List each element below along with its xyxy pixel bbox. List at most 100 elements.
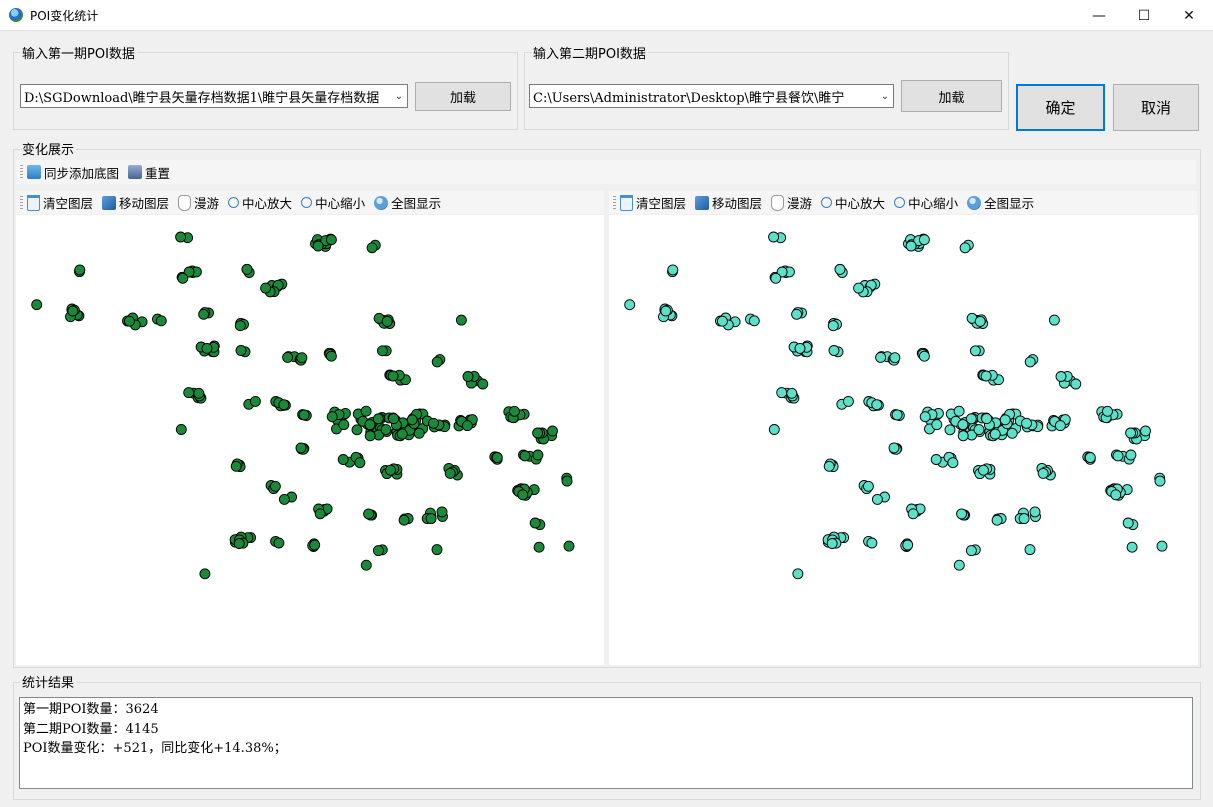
- poi-point: [891, 409, 903, 421]
- poi-point: [957, 430, 969, 442]
- poi-point: [999, 414, 1011, 426]
- poi-point: [907, 508, 919, 520]
- window-title: POI变化统计: [30, 9, 99, 23]
- poi-point: [249, 395, 261, 407]
- poi-point: [198, 308, 210, 320]
- right-zoom-out-button[interactable]: 中心缩小: [894, 193, 958, 212]
- poi-point: [768, 231, 780, 243]
- ok-button[interactable]: 确定: [1016, 84, 1105, 131]
- poi-point: [309, 539, 321, 551]
- add-basemap-button[interactable]: 同步添加底图: [27, 163, 119, 182]
- poi-point: [123, 315, 135, 327]
- zoom-in-label: 中心放大: [242, 196, 293, 211]
- poi-point: [269, 480, 281, 492]
- period2-path-select[interactable]: C:\Users\Administrator\Desktop\睢宁县餐饮\睢宁 …: [529, 84, 894, 108]
- zoom-out-label: 中心缩小: [908, 196, 959, 211]
- poi-point: [199, 568, 211, 580]
- pan-label: 漫游: [787, 196, 813, 211]
- period2-path-value: C:\Users\Administrator\Desktop\睢宁县餐饮\睢宁: [533, 90, 845, 106]
- globe-icon: [967, 195, 982, 210]
- poi-point: [919, 411, 931, 423]
- period2-load-button[interactable]: 加载: [901, 80, 1002, 112]
- poi-point: [234, 320, 246, 332]
- poi-point: [201, 342, 213, 354]
- poi-point: [532, 449, 544, 461]
- poi-point: [477, 378, 489, 390]
- poi-point: [67, 305, 79, 317]
- right-move-layer-button[interactable]: 移动图层: [695, 193, 762, 212]
- poi-point: [953, 405, 965, 417]
- left-zoom-out-button[interactable]: 中心缩小: [301, 193, 365, 212]
- poi-point: [325, 234, 337, 246]
- poi-point: [1112, 450, 1124, 462]
- full-extent-label: 全图显示: [984, 196, 1035, 211]
- poi-point: [547, 425, 558, 437]
- poi-point: [902, 539, 914, 551]
- poi-point: [278, 493, 290, 505]
- poi-point: [866, 537, 878, 549]
- poi-point: [235, 345, 247, 356]
- poi-point: [364, 430, 376, 442]
- zoom-in-icon: [821, 197, 833, 208]
- period1-path-select[interactable]: D:\SGDownload\睢宁县矢量存档数据1\睢宁县矢量存档数据 ⌄: [20, 84, 408, 108]
- poi-point: [431, 544, 443, 556]
- image-icon: [102, 195, 117, 210]
- left-clear-layers-button[interactable]: 清空图层: [27, 193, 93, 212]
- zoom-out-label: 中心缩小: [315, 196, 366, 211]
- poi-point: [388, 413, 400, 425]
- period1-path-value: D:\SGDownload\睢宁县矢量存档数据1\睢宁县矢量存档数据: [24, 90, 380, 106]
- left-pan-button[interactable]: 漫游: [178, 193, 219, 212]
- results-textbox[interactable]: 第一期POI数量：3624 第二期POI数量：4145 POI数量变化：+521…: [19, 697, 1193, 789]
- poi-point: [462, 371, 474, 382]
- poi-point: [563, 540, 575, 552]
- period1-load-button[interactable]: 加载: [415, 82, 511, 111]
- poi-point: [396, 428, 408, 440]
- poi-point: [387, 370, 399, 382]
- poi-point: [561, 475, 573, 487]
- left-zoom-in-button[interactable]: 中心放大: [228, 193, 292, 212]
- poi-point: [354, 457, 366, 469]
- poi-point: [533, 541, 545, 553]
- left-map-view[interactable]: [16, 215, 604, 665]
- hand-icon: [771, 194, 785, 211]
- poi-point: [1070, 378, 1082, 390]
- poi-point: [326, 411, 338, 423]
- poi-point: [1140, 425, 1151, 437]
- right-zoom-in-button[interactable]: 中心放大: [821, 193, 885, 212]
- cancel-button[interactable]: 取消: [1113, 84, 1199, 131]
- poi-point: [337, 454, 349, 465]
- zoom-out-icon: [894, 197, 906, 208]
- globe-icon: [374, 195, 389, 210]
- poi-point: [918, 350, 930, 362]
- poi-point: [282, 351, 294, 363]
- poi-point: [1018, 513, 1030, 525]
- right-clear-layers-button[interactable]: 清空图层: [620, 193, 686, 212]
- poi-point: [278, 399, 290, 411]
- poi-point: [786, 387, 798, 399]
- poi-point: [425, 513, 437, 525]
- move-layer-label: 移动图层: [119, 196, 170, 211]
- poi-point: [794, 342, 806, 354]
- move-layer-label: 移动图层: [712, 196, 763, 211]
- poi-point: [338, 419, 350, 431]
- poi-point: [436, 506, 448, 518]
- poi-point: [230, 460, 242, 472]
- right-full-extent-button[interactable]: 全图显示: [967, 193, 1034, 212]
- maximize-button[interactable]: ☐: [1137, 7, 1151, 24]
- poi-point: [871, 399, 883, 411]
- results-group-label: 统计结果: [20, 672, 77, 691]
- minimize-button[interactable]: —: [1092, 7, 1106, 24]
- right-pan-button[interactable]: 漫游: [771, 193, 812, 212]
- right-map-view[interactable]: [609, 215, 1198, 665]
- poi-point: [413, 427, 425, 439]
- zoom-in-icon: [228, 197, 240, 208]
- poi-point: [905, 240, 917, 252]
- reset-button[interactable]: 重置: [128, 163, 170, 182]
- poi-point: [295, 442, 307, 454]
- poi-point: [398, 514, 410, 526]
- poi-point: [312, 240, 324, 252]
- left-full-extent-button[interactable]: 全图显示: [374, 193, 441, 212]
- left-move-layer-button[interactable]: 移动图层: [102, 193, 169, 212]
- close-button[interactable]: ✕: [1183, 7, 1195, 24]
- poi-point: [444, 467, 456, 479]
